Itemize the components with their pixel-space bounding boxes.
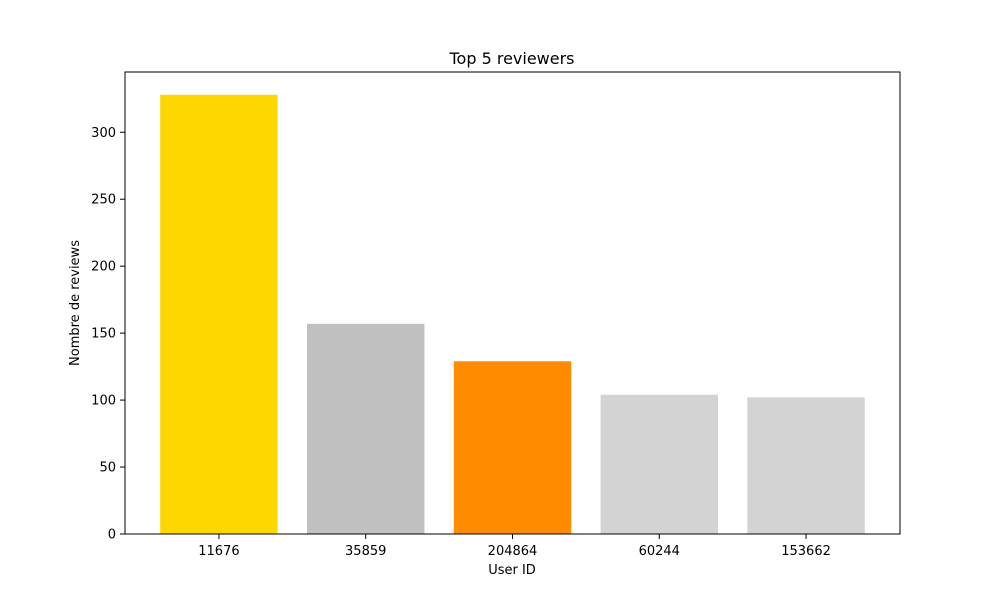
- y-tick-label: 50: [99, 461, 116, 476]
- bar-11676: [160, 94, 278, 534]
- x-tick-label: 35859: [345, 544, 386, 559]
- x-tick-label: 60244: [639, 544, 680, 559]
- y-tick-label: 250: [91, 193, 116, 208]
- y-tick-label: 100: [91, 394, 116, 409]
- x-tick-label: 204864: [488, 544, 538, 559]
- x-tick-label: 153662: [781, 544, 831, 559]
- bar-153662: [747, 397, 865, 534]
- y-tick-label: 300: [91, 126, 116, 141]
- chart-title: Top 5 reviewers: [448, 49, 574, 68]
- bar-204864: [453, 361, 572, 534]
- x-axis-label: User ID: [488, 563, 536, 578]
- bars-group: [160, 94, 865, 534]
- y-axis-label: Nombre de reviews: [68, 240, 83, 366]
- x-tick-label: 11676: [198, 544, 239, 559]
- y-tick-label: 200: [91, 260, 116, 275]
- y-axis: 0 50 100 150 200 250 300: [91, 126, 125, 543]
- bar-35859: [307, 323, 425, 534]
- y-tick-label: 0: [108, 528, 116, 543]
- x-axis: 11676 35859 204864 60244 153662: [198, 534, 831, 559]
- bar-60244: [600, 394, 718, 534]
- y-tick-label: 150: [91, 327, 116, 342]
